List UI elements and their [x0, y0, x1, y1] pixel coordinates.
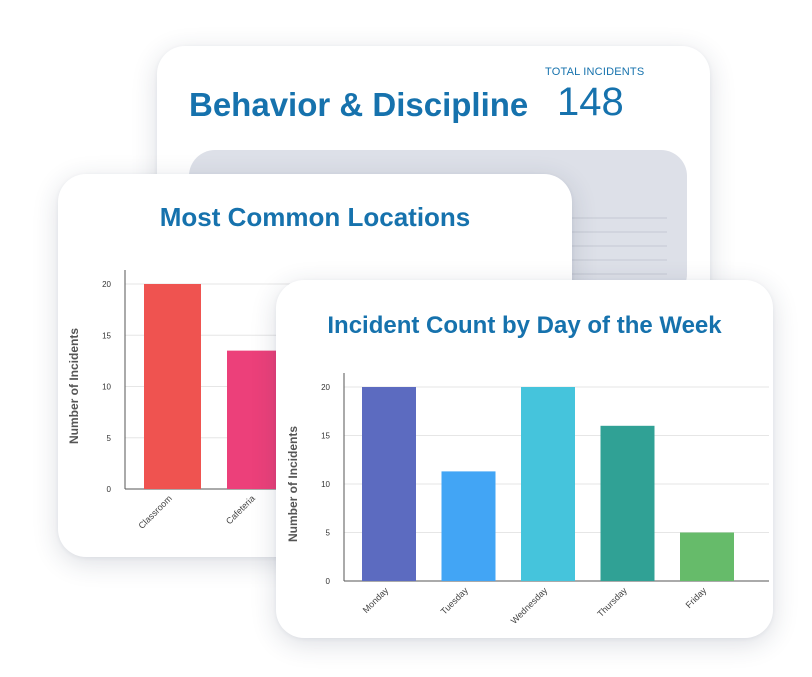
day-x-tick-label: Tuesday — [439, 585, 471, 617]
day-bar-friday — [680, 532, 734, 581]
total-incidents-label: TOTAL INCIDENTS — [545, 66, 645, 78]
day-chart-title: Incident Count by Day of the Week — [327, 312, 722, 339]
loc-y-tick-label: 15 — [102, 331, 111, 340]
day-x-tick-label: Wednesday — [509, 585, 550, 626]
panel-lines — [567, 217, 667, 275]
day-bar-monday — [362, 387, 416, 581]
loc-y-tick-label: 0 — [107, 485, 112, 494]
day-bar-wednesday — [521, 387, 575, 581]
locations-chart: 0 5 10 15 20 Number of Incidents Classroom Cafe… — [67, 270, 563, 531]
loc-x-tick-label: Classroom — [136, 493, 173, 530]
day-y-tick-label: 15 — [321, 432, 330, 441]
day-y-tick-label: 5 — [326, 529, 331, 538]
day-y-axis-label: Number of Incidents — [286, 426, 300, 542]
day-bar-tuesday — [441, 471, 496, 581]
loc-y-axis-label: Number of Incidents — [67, 328, 81, 444]
day-x-tick-label: Thursday — [595, 585, 629, 619]
day-bar-thursday — [600, 425, 655, 581]
day-x-tick-label: Friday — [684, 585, 709, 610]
locations-chart-title: Most Common Locations — [159, 202, 471, 232]
loc-bar-cafeteria — [227, 350, 284, 489]
day-x-tick-label: Monday — [361, 585, 391, 615]
day-y-tick-label: 20 — [321, 383, 330, 392]
loc-y-tick-label: 10 — [102, 383, 111, 392]
total-incidents-value: 148 — [557, 80, 624, 124]
loc-y-tick-label: 5 — [107, 434, 112, 443]
day-y-tick-label: 10 — [321, 480, 330, 489]
day-y-tick-label: 0 — [326, 577, 331, 586]
day-of-week-chart: 0 5 10 15 20 Number of Incidents Monday Tuesday… — [286, 373, 769, 626]
loc-y-tick-label: 20 — [102, 280, 111, 289]
loc-x-tick-label: Cafeteria — [224, 493, 257, 526]
loc-bar-classroom — [144, 284, 201, 489]
page-title: Behavior & Discipline — [189, 86, 529, 123]
day-of-week-chart-card: Incident Count by Day of the Week 0 5 10 15… — [276, 280, 773, 638]
